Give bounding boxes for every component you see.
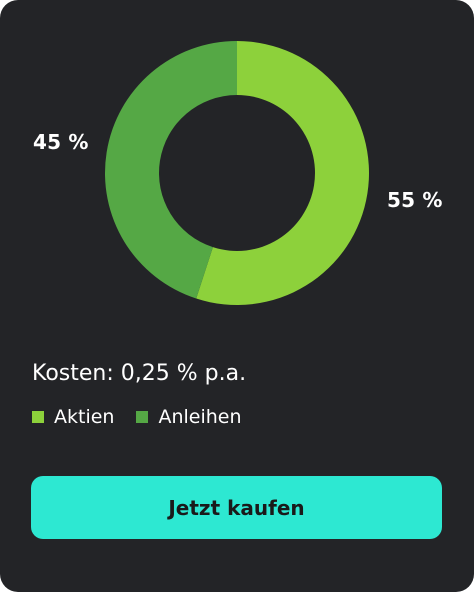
donut-slice-aktien (196, 41, 369, 305)
legend-swatch-aktien (32, 411, 44, 423)
donut-slice-anleihen (104, 41, 237, 299)
donut-chart-svg (104, 41, 369, 305)
legend-label-anleihen: Anleihen (158, 406, 242, 428)
buy-button[interactable]: Jetzt kaufen (31, 476, 442, 539)
legend-swatch-anleihen (136, 411, 149, 423)
slice-label-aktien: 55 % (387, 188, 443, 212)
cost-text: Kosten: 0,25 % p.a. (32, 361, 247, 386)
donut-chart: 45 % 55 % (33, 41, 443, 305)
legend-label-aktien: Aktien (54, 406, 115, 428)
legend-item-aktien: Aktien (32, 406, 114, 428)
legend-item-anleihen: Anleihen (136, 406, 242, 428)
chart-legend: Aktien Anleihen (32, 406, 242, 428)
slice-label-anleihen: 45 % (33, 130, 89, 154)
